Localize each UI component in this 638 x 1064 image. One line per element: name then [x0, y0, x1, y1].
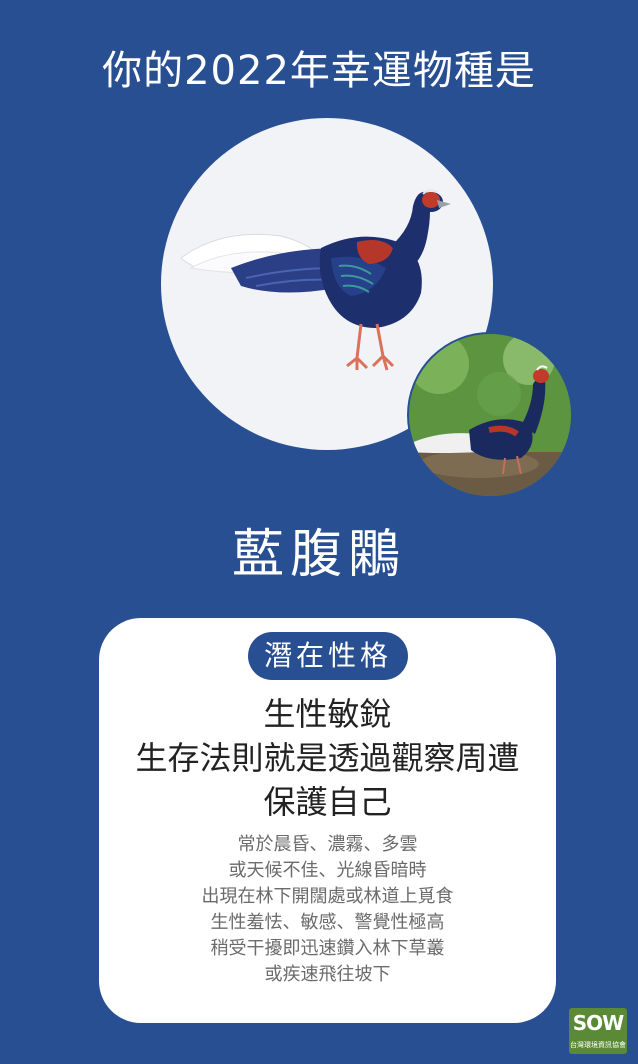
bird-photo-circle — [407, 332, 573, 498]
description-line: 或天候不佳、光線昏暗時 — [228, 860, 427, 881]
species-name: 藍腹鷴 — [231, 525, 406, 585]
bird-illustration-circle — [161, 118, 493, 450]
description-line: 常於晨昏、濃霧、多雲 — [237, 834, 418, 855]
headline-line: 保護自己 — [263, 783, 392, 821]
swinhoe-pheasant-illustration-icon — [180, 189, 451, 371]
headline-line: 生存法則就是透過觀察周遭 — [135, 739, 520, 777]
swinhoe-pheasant-photo-icon — [409, 334, 571, 496]
personality-headline: 生性敏銳 生存法則就是透過觀察周遭 保護自己 — [99, 692, 556, 824]
logo-subtext: 台灣環境資訊協會 — [570, 1041, 626, 1049]
page-title: 你的2022年幸運物種是 — [102, 48, 536, 94]
personality-tag: 潛在性格 — [248, 632, 408, 680]
logo-text: SOW — [572, 1011, 624, 1035]
personality-description: 常於晨昏、濃霧、多雲 或天候不佳、光線昏暗時 出現在林下開闊處或林道上覓食 生性… — [99, 832, 556, 988]
description-line: 出現在林下開闊處或林道上覓食 — [201, 886, 454, 907]
sow-logo: SOW 台灣環境資訊協會 — [569, 1008, 627, 1054]
description-line: 或疾速飛往坡下 — [264, 964, 391, 985]
description-line: 生性羞怯、敏感、警覺性極高 — [210, 912, 445, 933]
headline-line: 生性敏銳 — [263, 695, 392, 733]
description-line: 稍受干擾即迅速鑽入林下草叢 — [210, 938, 445, 959]
personality-card: 潛在性格 生性敏銳 生存法則就是透過觀察周遭 保護自己 常於晨昏、濃霧、多雲 或… — [99, 618, 556, 1023]
